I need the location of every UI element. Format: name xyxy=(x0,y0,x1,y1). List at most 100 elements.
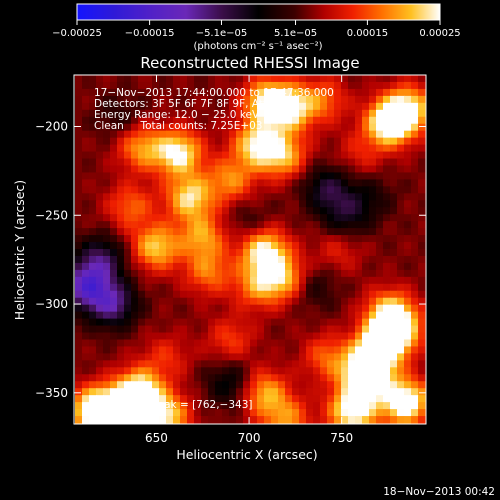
heatmap-cell xyxy=(313,137,321,146)
heatmap-cell xyxy=(152,388,160,396)
heatmap-cell xyxy=(355,158,363,167)
heatmap-cell xyxy=(229,88,237,97)
heatmap-cell xyxy=(369,332,377,341)
heatmap-cell xyxy=(306,193,314,201)
heatmap-cell xyxy=(264,95,272,104)
heatmap-cell xyxy=(236,235,244,243)
heatmap-cell xyxy=(187,102,195,111)
heatmap-cell xyxy=(166,269,174,278)
heatmap-cell xyxy=(306,367,314,375)
heatmap-cell xyxy=(75,116,83,125)
heatmap-cell xyxy=(110,402,118,410)
heatmap-cell xyxy=(215,179,223,187)
heatmap-cell xyxy=(208,262,216,271)
heatmap-cell xyxy=(397,242,405,250)
heatmap-cell xyxy=(131,374,139,382)
heatmap-cell xyxy=(110,395,118,403)
heatmap-cell xyxy=(362,249,370,257)
heatmap-cell xyxy=(348,186,356,194)
heatmap-cell xyxy=(103,88,111,97)
heatmap-cell xyxy=(222,75,230,83)
heatmap-cell xyxy=(173,214,181,222)
heatmap-cell xyxy=(229,367,237,375)
heatmap-cell xyxy=(159,255,167,264)
heatmap-cell xyxy=(320,165,328,174)
heatmap-cell xyxy=(173,374,181,382)
heatmap-cell xyxy=(152,88,160,97)
heatmap-cell xyxy=(348,242,356,250)
heatmap-cell xyxy=(390,137,398,146)
heatmap-cell xyxy=(110,409,118,417)
heatmap-cell xyxy=(82,75,90,83)
heatmap-cell xyxy=(411,283,419,292)
heatmap-cell xyxy=(362,402,370,410)
heatmap-cell xyxy=(229,339,237,348)
heatmap-cell xyxy=(229,228,237,236)
heatmap-cell xyxy=(243,165,251,174)
heatmap-cell xyxy=(327,158,335,167)
heatmap-cell xyxy=(418,207,426,215)
heatmap-cell xyxy=(194,255,202,264)
heatmap-cell xyxy=(418,297,426,306)
heatmap-cell xyxy=(278,193,286,201)
heatmap-cell xyxy=(264,402,272,410)
heatmap-cell xyxy=(180,221,188,229)
heatmap-cell xyxy=(173,381,181,389)
heatmap-cell xyxy=(152,172,160,180)
heatmap-cell xyxy=(187,304,195,313)
heatmap-cell xyxy=(180,255,188,264)
heatmap-cell xyxy=(215,339,223,348)
heatmap-cell xyxy=(103,242,111,250)
heatmap-cell xyxy=(152,262,160,271)
heatmap-cell xyxy=(404,88,412,97)
heatmap-cell xyxy=(194,214,202,222)
heatmap-cell xyxy=(355,123,363,132)
heatmap-cell xyxy=(376,88,384,97)
heatmap-cell xyxy=(299,144,307,153)
heatmap-cell xyxy=(117,276,125,285)
heatmap-cell xyxy=(411,193,419,201)
heatmap-cell xyxy=(292,172,300,180)
heatmap-cell xyxy=(201,228,209,236)
heatmap-cell xyxy=(89,325,97,334)
heatmap-cell xyxy=(103,109,111,118)
heatmap-cell xyxy=(103,290,111,299)
heatmap-cell xyxy=(278,409,286,417)
heatmap-cell xyxy=(376,221,384,229)
heatmap-cell xyxy=(229,116,237,125)
heatmap-cell xyxy=(173,339,181,348)
heatmap-cell xyxy=(173,158,181,167)
heatmap-cell xyxy=(131,158,139,167)
heatmap-cell xyxy=(250,165,258,174)
heatmap-cell xyxy=(404,151,412,160)
heatmap-cell xyxy=(250,172,258,180)
heatmap-cell xyxy=(75,249,83,257)
heatmap-cell xyxy=(89,249,97,257)
heatmap-cell xyxy=(159,172,167,180)
heatmap-cell xyxy=(222,214,230,222)
heatmap-cell xyxy=(110,200,118,208)
heatmap-cell xyxy=(180,416,188,424)
heatmap-cell xyxy=(250,200,258,208)
heatmap-cell xyxy=(250,269,258,278)
heatmap-cell xyxy=(236,339,244,348)
heatmap-cell xyxy=(180,297,188,306)
heatmap-cell xyxy=(215,276,223,285)
heatmap-cell xyxy=(110,367,118,375)
heatmap-cell xyxy=(285,88,293,97)
heatmap-cell xyxy=(152,276,160,285)
heatmap-cell xyxy=(152,269,160,278)
heatmap-cell xyxy=(215,269,223,278)
heatmap-cell xyxy=(418,395,426,403)
heatmap-cell xyxy=(236,388,244,396)
heatmap-cell xyxy=(173,88,181,97)
heatmap-cell xyxy=(404,332,412,341)
heatmap-cell xyxy=(411,109,419,118)
heatmap-cell xyxy=(236,262,244,271)
heatmap-cell xyxy=(173,283,181,292)
heatmap-cell xyxy=(173,402,181,410)
heatmap-cell xyxy=(201,151,209,160)
heatmap-cell xyxy=(355,353,363,361)
heatmap-cell xyxy=(320,283,328,292)
heatmap-cell xyxy=(376,409,384,417)
